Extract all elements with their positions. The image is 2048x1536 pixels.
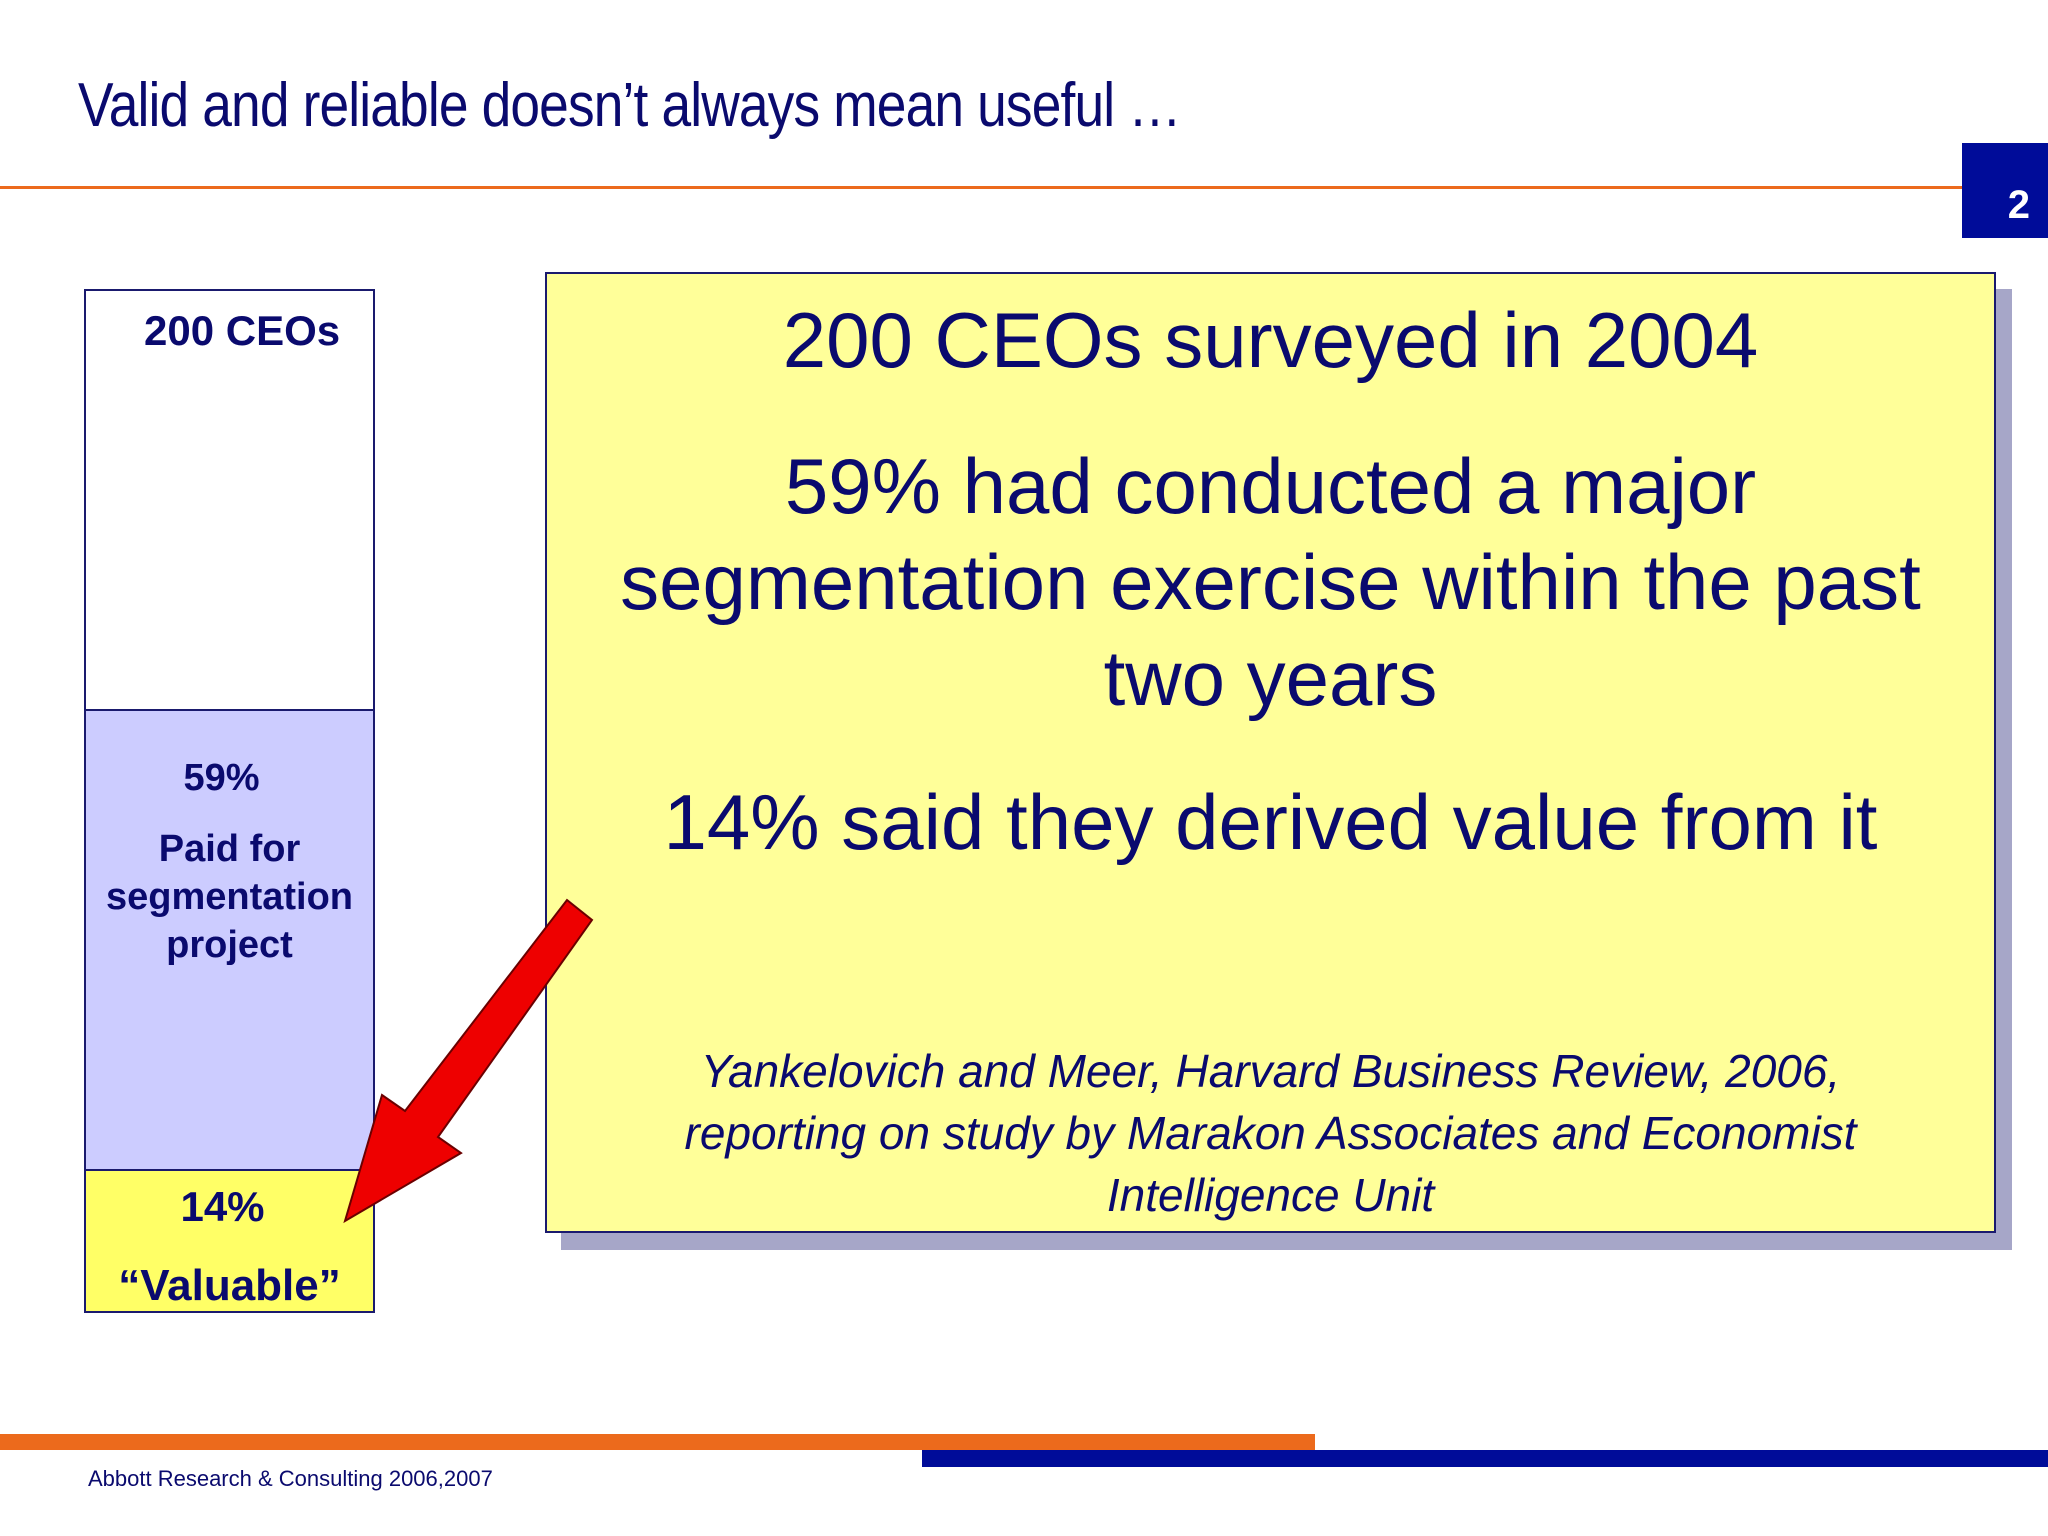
ceo-stacked-bar: 200 CEOs 59% Paid for segmentation proje…: [84, 289, 375, 1313]
slide-title: Valid and reliable doesn’t always mean u…: [78, 71, 1182, 140]
citation-line: Intelligence Unit: [1106, 1169, 1435, 1221]
value-statement: 14% said they derived value from it: [663, 778, 1878, 866]
page-number: 2: [2007, 183, 2030, 227]
total-ceos-label: 200 CEOs: [144, 307, 341, 354]
citation-line: Yankelovich and Meer, Harvard Business R…: [700, 1045, 1841, 1097]
source-citation: Yankelovich and Meer, Harvard Business R…: [547, 1040, 1994, 1226]
paid-desc-line: project: [166, 924, 293, 966]
title-divider: [0, 186, 1962, 189]
segmentation-statement-line: segmentation exercise within the past: [620, 538, 1921, 626]
citation-line: reporting on study by Marakon Associates…: [684, 1107, 1857, 1159]
paid-desc-line: segmentation: [105, 876, 354, 918]
bar-segment-total: 200 CEOs: [86, 291, 373, 711]
footer-copyright: Abbott Research & Consulting 2006,2007: [88, 1466, 493, 1491]
valuable-description: “Valuable”: [118, 1261, 341, 1310]
paid-desc-line: Paid for: [158, 828, 301, 870]
page-number-badge: 2: [1962, 143, 2048, 238]
segmentation-statement: 59% had conducted a major segmentation e…: [547, 438, 1994, 726]
red-pointer-arrow-icon: [343, 898, 594, 1224]
paid-percent: 59%: [183, 757, 260, 799]
survey-headline: 200 CEOs surveyed in 2004: [782, 296, 1759, 384]
paid-description: Paid for segmentation project: [86, 825, 373, 969]
bar-segment-valuable: 14% “Valuable”: [86, 1171, 373, 1311]
bar-segment-paid: 59% Paid for segmentation project: [86, 711, 373, 1171]
footer-blue-band: [922, 1450, 2048, 1467]
footer-orange-band: [0, 1434, 1315, 1450]
valuable-percent: 14%: [180, 1183, 265, 1230]
info-box: 200 CEOs surveyed in 2004 59% had conduc…: [545, 272, 1996, 1233]
segmentation-statement-line: 59% had conducted a major: [784, 442, 1757, 530]
segmentation-statement-line: two years: [1103, 634, 1438, 722]
